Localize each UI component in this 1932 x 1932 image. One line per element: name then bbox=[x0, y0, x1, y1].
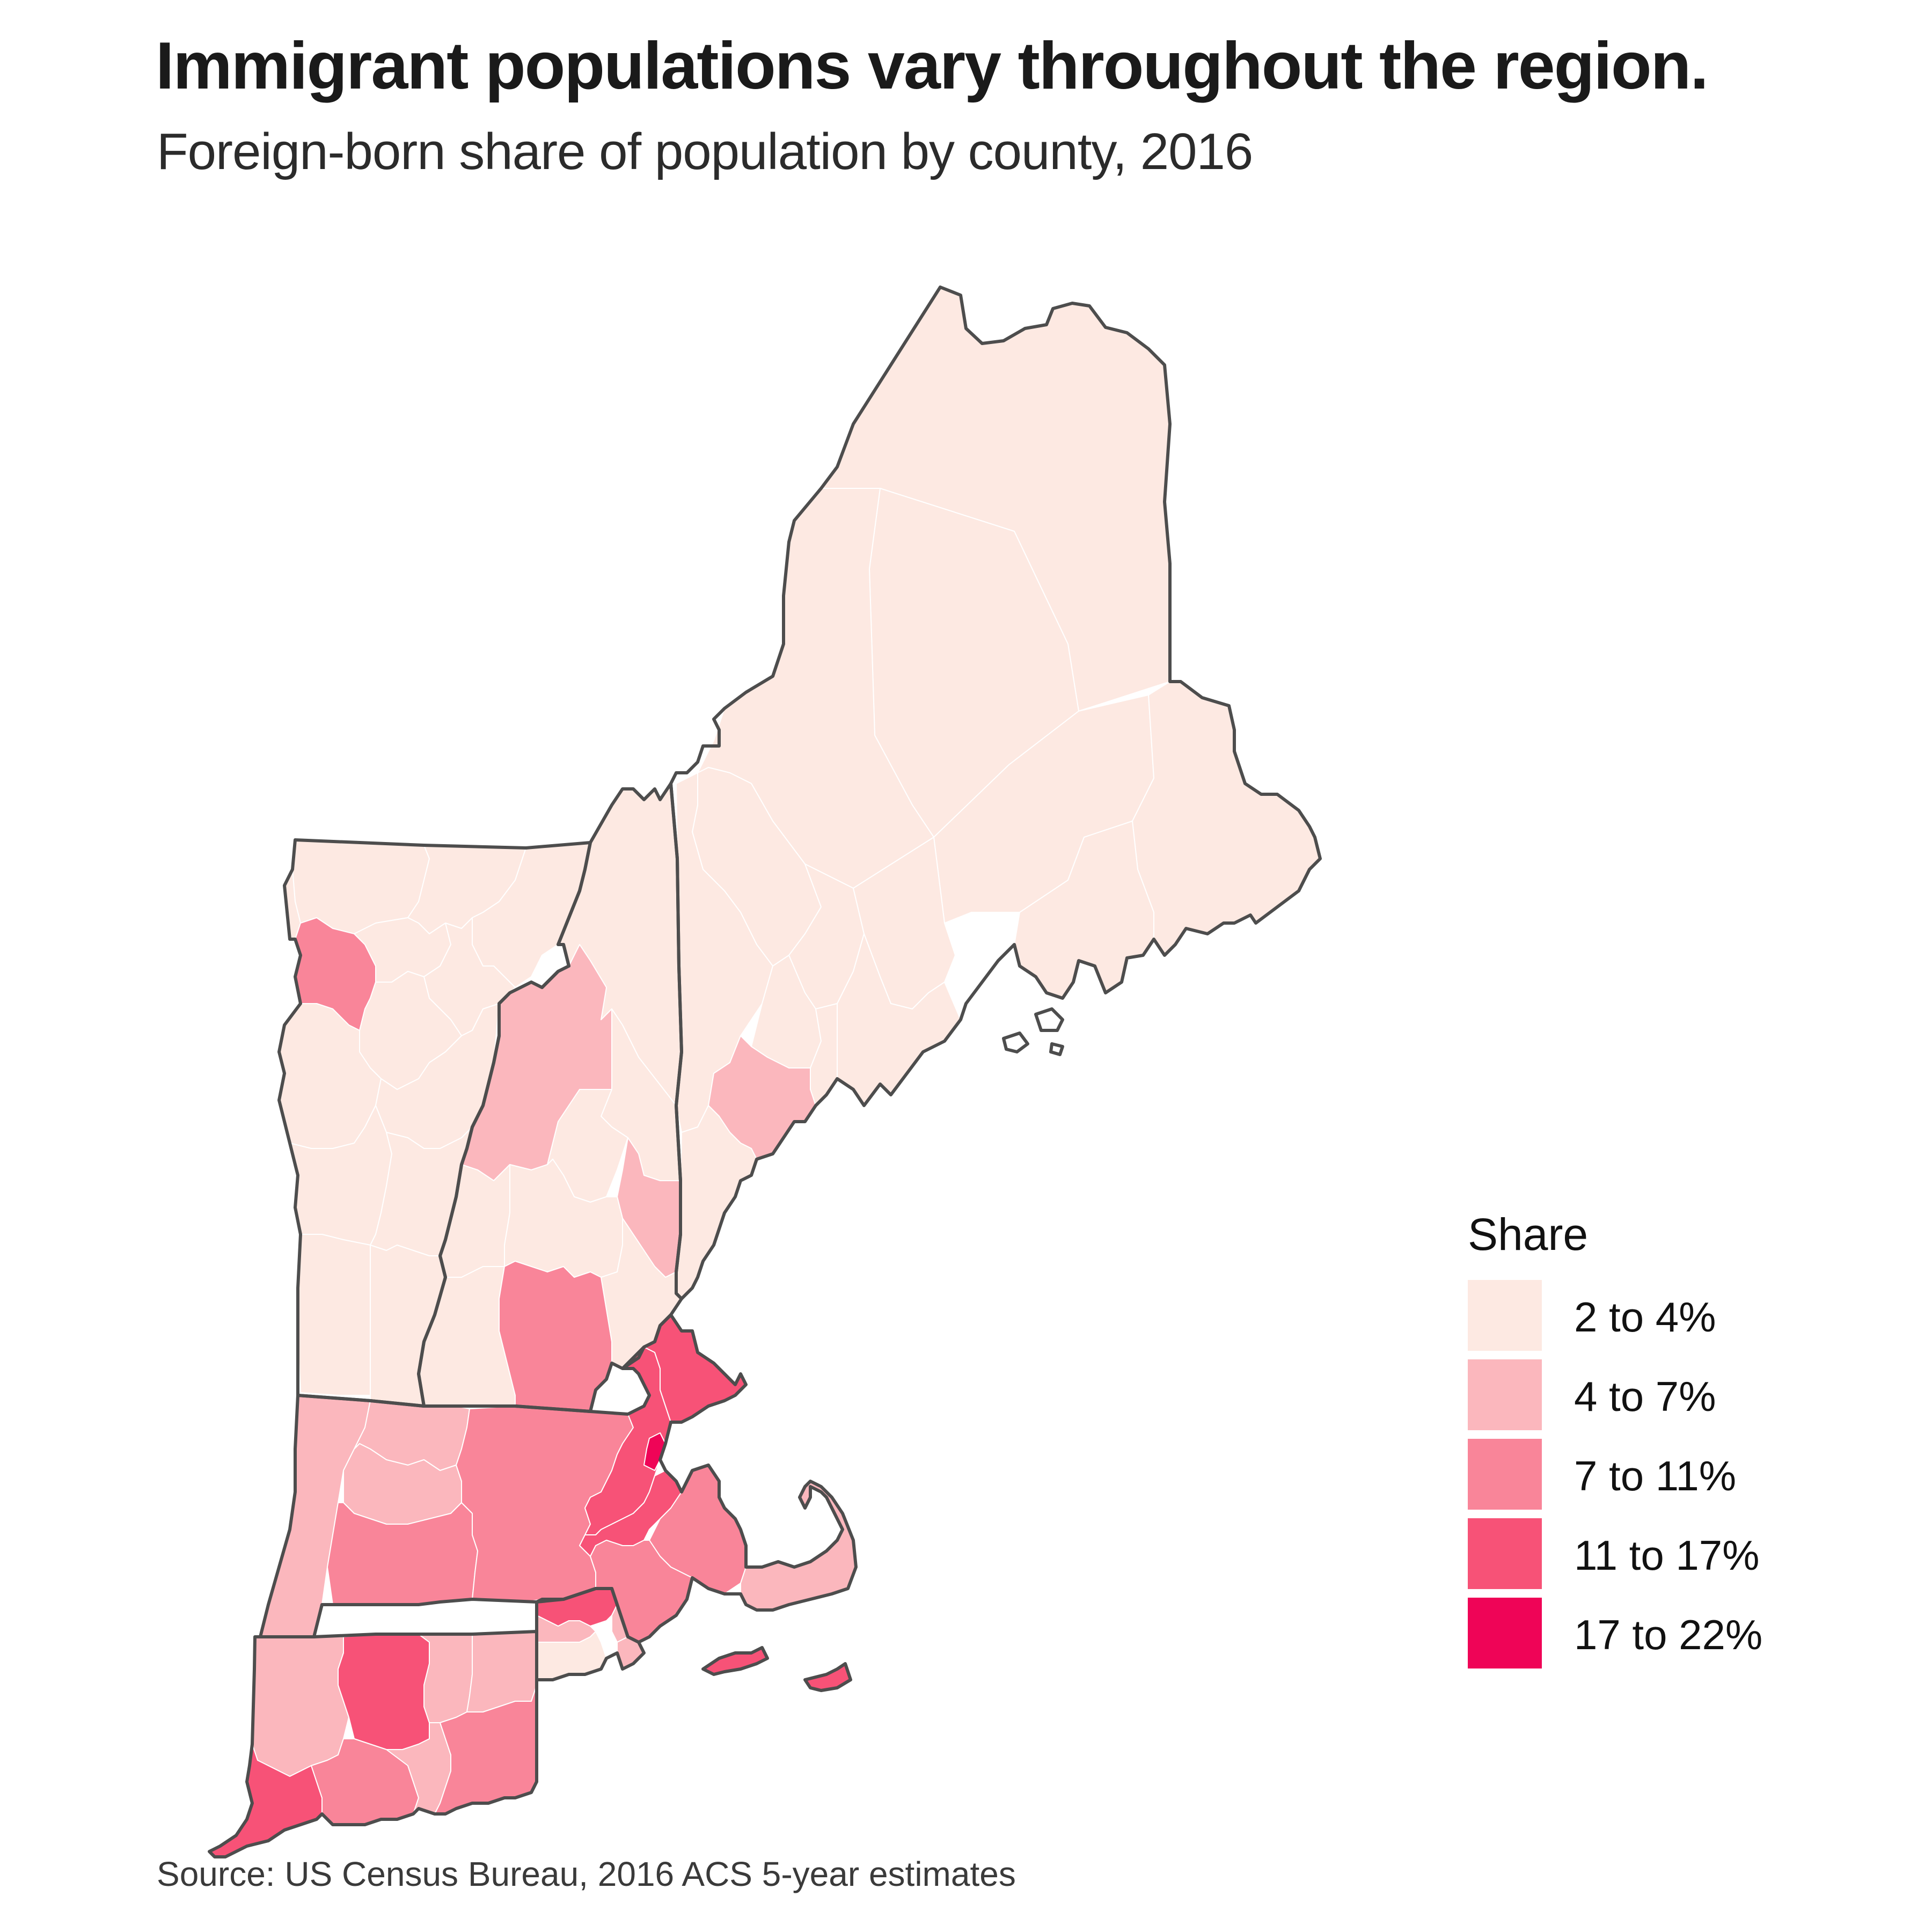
state-border-vermont bbox=[277, 838, 592, 1408]
county-hartford bbox=[338, 1634, 430, 1750]
legend-label: 11 to 17% bbox=[1574, 1531, 1760, 1579]
state-border-rhode-island bbox=[535, 1587, 646, 1681]
legend-item: 11 to 17% bbox=[1468, 1516, 1762, 1595]
state-border-marthas-vineyard bbox=[701, 1646, 769, 1676]
legend-swatch bbox=[1468, 1598, 1542, 1672]
chart-subtitle: Foreign-born share of population by coun… bbox=[157, 123, 1253, 180]
source-caption: Source: US Census Bureau, 2016 ACS 5-yea… bbox=[157, 1855, 1016, 1893]
legend-label: 7 to 11% bbox=[1574, 1452, 1737, 1499]
legend-title: Share bbox=[1468, 1209, 1589, 1260]
legend-swatch bbox=[1468, 1280, 1542, 1354]
legend-label: 17 to 22% bbox=[1574, 1611, 1763, 1658]
island-small bbox=[1049, 1042, 1064, 1056]
county-layer bbox=[209, 287, 1321, 1857]
legend-item: 2 to 4% bbox=[1468, 1277, 1762, 1357]
island-vinalhaven bbox=[1002, 1031, 1029, 1053]
county-litchfield bbox=[252, 1636, 349, 1777]
county-suffolk bbox=[643, 1432, 666, 1471]
legend-swatch bbox=[1468, 1359, 1542, 1433]
legend: Share 2 to 4% 4 to 7% 7 to 11% 11 to 17%… bbox=[1468, 1208, 1762, 1674]
county-washington bbox=[1132, 681, 1321, 956]
state-border-connecticut bbox=[208, 1630, 538, 1858]
legend-label: 4 to 7% bbox=[1574, 1372, 1716, 1420]
legend-swatch bbox=[1468, 1439, 1542, 1513]
state-border-nantucket bbox=[803, 1662, 852, 1692]
county-windham-ct bbox=[466, 1631, 537, 1713]
county-bennington bbox=[297, 1234, 371, 1396]
island-mount-desert bbox=[1034, 1007, 1064, 1032]
legend-label: 2 to 4% bbox=[1574, 1293, 1716, 1341]
legend-item: 7 to 11% bbox=[1468, 1436, 1762, 1516]
legend-item: 17 to 22% bbox=[1468, 1595, 1762, 1674]
legend-swatch bbox=[1468, 1518, 1542, 1592]
state-border-layer bbox=[208, 286, 1322, 1858]
legend-item: 4 to 7% bbox=[1468, 1357, 1762, 1436]
chart-title: Immigrant populations vary throughout th… bbox=[156, 29, 1709, 103]
